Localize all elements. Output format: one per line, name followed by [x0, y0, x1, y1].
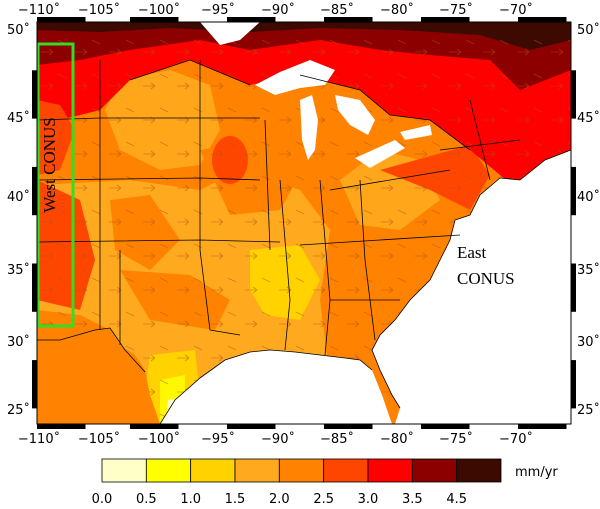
atlantic-ocean [372, 150, 571, 424]
lat-tick-label-left: 50˚ [7, 22, 30, 38]
lake-ontario [400, 125, 432, 140]
frame-bar-left [32, 166, 37, 216]
lake-superior [255, 60, 335, 95]
frame-bar-bottom [130, 424, 179, 429]
east-conus-label-line1: East [457, 243, 487, 262]
frame-bar-top [37, 17, 86, 22]
frame-bar-top [324, 17, 373, 22]
colorbar-tick-label: 4.5 [446, 492, 467, 507]
lon-tick-label-top: −90˚ [261, 2, 295, 18]
west-conus-label: West CONUS [40, 117, 59, 212]
lake-michigan [300, 95, 318, 160]
frame-bar-left [32, 360, 37, 409]
gulf-of-mexico [160, 350, 392, 424]
latitude-labels-right: 25˚ 30˚ 35˚ 40˚ 45˚ 50˚ [577, 22, 600, 418]
longitude-labels-bottom: −110˚ −105˚ −100˚ −95˚ −90˚ −85˚ −80˚ −75˚ −70˚ [18, 431, 533, 447]
frame-bar-bottom [37, 424, 86, 429]
lat-tick-label-left: 25˚ [7, 402, 30, 418]
colorbar-tick-label: 3.5 [402, 492, 423, 507]
colorbar-tick-label: 0.5 [136, 492, 157, 507]
colorbar-swatch [367, 458, 413, 483]
lat-tick-label-right: 30˚ [577, 334, 600, 350]
colorbar-tick-label: 0.0 [92, 492, 113, 507]
lat-tick-label-left: 35˚ [7, 262, 30, 278]
lon-tick-label-bottom: −110˚ [18, 431, 60, 447]
colorbar-swatch [456, 458, 502, 483]
colorbar-swatch [190, 458, 236, 483]
lon-tick-label-top: −105˚ [78, 2, 120, 18]
hudson-bay-edge [200, 22, 260, 45]
colorbar [101, 458, 502, 483]
frame-bar-bottom [324, 424, 373, 429]
mexico [37, 328, 160, 424]
lat-tick-label-left: 45˚ [7, 110, 30, 126]
state-boundaries [37, 59, 571, 424]
colorbar-tick-label: 2.0 [269, 492, 290, 507]
frame-bar-bottom [421, 424, 470, 429]
longitude-labels-top: −110˚ −105˚ −100˚ −95˚ −90˚ −85˚ −80˚ −75˚ −70˚ [18, 2, 533, 18]
lon-tick-label-bottom: −95˚ [201, 431, 235, 447]
colorbar-tick-label: 1.5 [225, 492, 246, 507]
colorbar-tick-labels: 0.0 0.5 1.0 1.5 2.0 2.5 3.0 3.5 4.5 [92, 492, 467, 507]
trend-raster [37, 22, 571, 424]
frame-bar-top [130, 17, 179, 22]
lon-tick-label-bottom: −100˚ [138, 431, 180, 447]
frame-bar-bottom [227, 424, 276, 429]
lat-tick-label-left: 30˚ [7, 334, 30, 350]
lat-tick-label-right: 45˚ [577, 110, 600, 126]
colorbar-tick-label: 1.0 [180, 492, 201, 507]
frame-bar-top [227, 17, 276, 22]
frame-bar-right [571, 70, 576, 119]
frame-bar-top [421, 17, 470, 22]
frame-bar-right [571, 360, 576, 409]
map-frame [36, 21, 572, 425]
lon-tick-label-top: −100˚ [138, 2, 180, 18]
frame-bar-right [571, 263, 576, 312]
colorbar-swatch [278, 458, 325, 483]
frame-bar-left [32, 70, 37, 119]
frame-ticks [32, 17, 576, 429]
lake-erie [355, 140, 405, 168]
lat-tick-label-right: 40˚ [577, 189, 600, 205]
lon-tick-label-bottom: −70˚ [499, 431, 533, 447]
colorbar-tick-label: 2.5 [313, 492, 334, 507]
lat-tick-label-left: 40˚ [7, 189, 30, 205]
lon-tick-label-bottom: −90˚ [261, 431, 295, 447]
lon-tick-label-top: −95˚ [201, 2, 235, 18]
lon-tick-label-top: −80˚ [380, 2, 414, 18]
colorbar-swatch [101, 458, 147, 483]
lon-tick-label-bottom: −75˚ [439, 431, 473, 447]
lat-tick-label-right: 35˚ [577, 262, 600, 278]
frame-bar-right [571, 166, 576, 216]
frame-bar-top [518, 17, 567, 22]
latitude-labels-left: 25˚ 30˚ 35˚ 40˚ 45˚ 50˚ [7, 22, 30, 418]
east-conus-label-line2: CONUS [457, 269, 515, 288]
colorbar-swatch [234, 458, 280, 483]
lake-huron [335, 95, 375, 135]
colorbar-swatch [411, 458, 458, 483]
lat-tick-label-right: 25˚ [577, 402, 600, 418]
west-conus-box [36, 42, 75, 328]
lon-tick-label-top: −110˚ [18, 2, 60, 18]
lon-tick-label-bottom: −105˚ [78, 431, 120, 447]
lat-tick-label-right: 50˚ [577, 22, 600, 38]
lon-tick-label-top: −70˚ [499, 2, 533, 18]
colorbar-tick-label: 3.0 [358, 492, 379, 507]
colorbar-swatch [145, 458, 192, 483]
frame-bar-bottom [518, 424, 567, 429]
colorbar-unit: mm/yr [515, 465, 558, 480]
colorbar-swatch [323, 458, 369, 483]
lon-tick-label-top: −85˚ [320, 2, 354, 18]
lon-tick-label-top: −75˚ [439, 2, 473, 18]
frame-bar-left [32, 263, 37, 312]
lon-tick-label-bottom: −80˚ [380, 431, 414, 447]
lon-tick-label-bottom: −85˚ [320, 431, 354, 447]
